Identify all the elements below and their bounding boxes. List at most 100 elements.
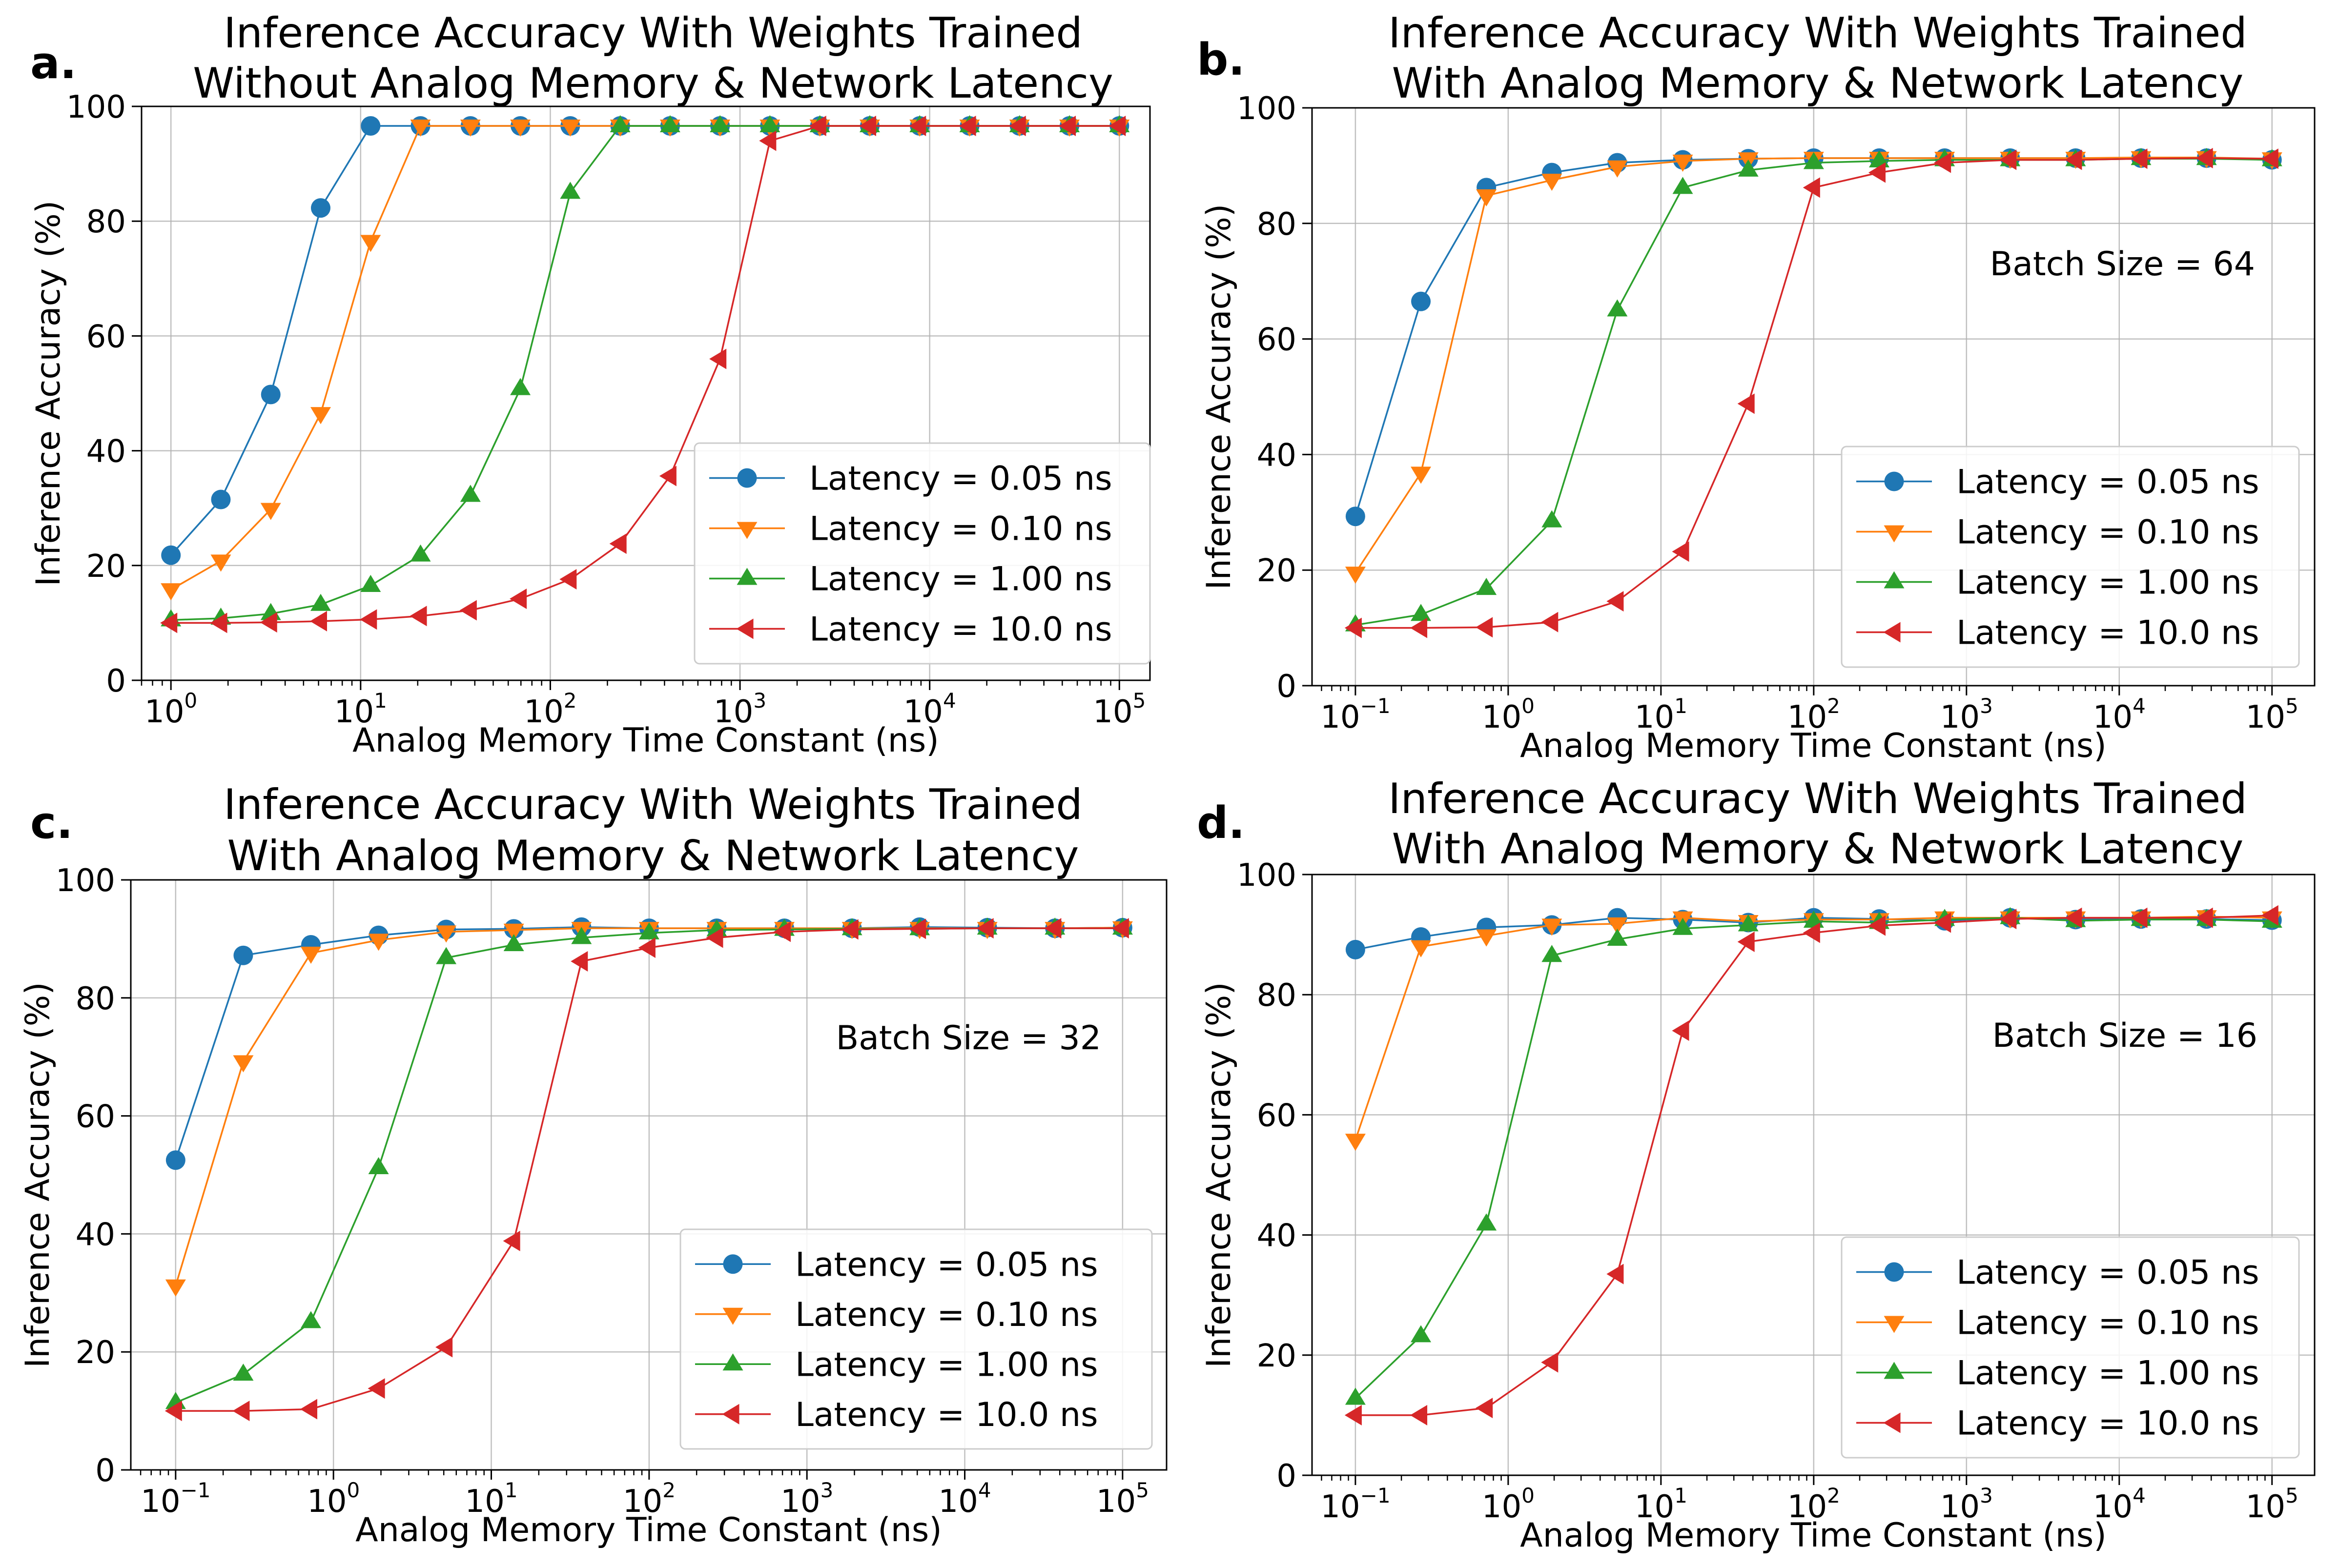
data-point — [2065, 907, 2082, 928]
data-point — [1476, 1398, 1493, 1419]
data-point — [360, 609, 377, 630]
x-tick-exponent: 0 — [1521, 694, 1535, 718]
x-tick-label: 105 — [1096, 1478, 1149, 1520]
data-point — [1672, 1020, 1689, 1041]
data-point — [1058, 115, 1076, 136]
y-tick-label: 40 — [76, 1217, 115, 1253]
x-tick-base: 10 — [2093, 1489, 2133, 1525]
data-point — [1541, 510, 1562, 528]
legend-label: Latency = 0.10 ns — [795, 1296, 1098, 1334]
legend-marker — [1884, 1262, 1904, 1282]
panel-label: b. — [1197, 34, 1245, 85]
axes-frame — [1311, 874, 2316, 1476]
x-tick-base: 10 — [1482, 699, 1521, 735]
x-tick-label: 103 — [714, 689, 766, 730]
data-point — [659, 466, 677, 487]
legend-label: Latency = 10.0 ns — [1956, 614, 2259, 652]
x-tick-exponent: 3 — [1980, 1484, 1993, 1507]
x-tick-exponent: 0 — [185, 689, 198, 713]
data-point — [841, 919, 859, 940]
data-point — [1672, 154, 1693, 172]
x-tick-base: 10 — [1320, 699, 1360, 735]
data-point — [1411, 604, 1432, 621]
x-tick-exponent: −1 — [181, 1478, 211, 1502]
data-point — [1803, 177, 1820, 198]
x-tick-base: 10 — [2093, 699, 2133, 735]
x-tick-exponent: 1 — [1674, 694, 1687, 718]
data-point — [211, 489, 231, 509]
x-tick-exponent: 1 — [1674, 1484, 1687, 1507]
y-tick-label: 40 — [86, 434, 126, 470]
y-tick-label: 0 — [106, 663, 126, 699]
x-tick-label: 105 — [1093, 689, 1146, 730]
data-point — [161, 545, 181, 565]
x-tick-exponent: 4 — [978, 1478, 991, 1502]
panel-label: c. — [30, 797, 73, 849]
data-point — [1738, 159, 1759, 177]
x-tick-exponent: 2 — [1827, 694, 1840, 718]
x-tick-base: 10 — [144, 694, 184, 730]
legend-marker — [1883, 1412, 1901, 1433]
chart-title-line-1: Inference Accuracy With Weights Trained — [1388, 774, 2247, 823]
data-point — [560, 182, 581, 199]
legend-marker — [736, 618, 754, 639]
chart-title-line-2: Without Analog Memory & Network Latency — [193, 59, 1113, 108]
chart-panel-2: b. Inference Accuracy With Weights Traine… — [1197, 9, 2316, 765]
x-tick-label: 100 — [307, 1478, 360, 1520]
y-tick-label: 20 — [1257, 553, 1296, 589]
legend-box — [1841, 446, 2300, 668]
data-point — [1541, 611, 1559, 632]
x-tick-label: 104 — [938, 1478, 991, 1520]
data-point — [2195, 148, 2213, 169]
data-point — [1541, 918, 1562, 936]
x-tick-label: 101 — [1635, 1484, 1687, 1525]
x-tick-label: 103 — [780, 1478, 833, 1520]
data-point — [310, 593, 331, 611]
x-tick-label: 102 — [1787, 1484, 1840, 1525]
y-tick-label: 0 — [1276, 669, 1296, 705]
data-point — [909, 918, 926, 939]
x-tick-exponent: 3 — [1980, 694, 1993, 718]
x-tick-label: 102 — [1787, 694, 1840, 735]
y-tick-label: 60 — [1257, 322, 1296, 358]
legend-marker — [1884, 1362, 1905, 1379]
y-axis-label: Inference Accuracy (%) — [1200, 204, 1238, 590]
data-point — [1607, 299, 1628, 317]
x-tick-label: 100 — [1482, 1484, 1535, 1525]
data-point — [1411, 467, 1432, 484]
data-point — [459, 600, 477, 621]
x-tick-exponent: 2 — [1827, 1484, 1840, 1507]
data-point — [460, 119, 481, 137]
x-tick-base: 10 — [903, 694, 943, 730]
data-point — [503, 1230, 520, 1251]
data-point — [1476, 929, 1497, 947]
data-point — [1606, 1263, 1624, 1284]
x-tick-exponent: 5 — [2285, 694, 2298, 718]
data-point — [503, 934, 524, 952]
data-point — [2195, 907, 2213, 928]
legend-label: Latency = 0.10 ns — [1956, 1304, 2259, 1343]
data-point — [1803, 922, 1820, 943]
legend-marker — [737, 522, 758, 539]
y-tick-label: 80 — [86, 204, 126, 240]
x-tick-base: 10 — [1940, 1489, 1980, 1525]
x-tick-base: 10 — [714, 694, 753, 730]
y-tick-label: 0 — [95, 1453, 115, 1489]
data-point — [1607, 160, 1628, 178]
data-point — [1345, 1387, 1366, 1405]
y-tick-label: 80 — [1257, 206, 1296, 243]
data-point — [1476, 1213, 1497, 1231]
x-tick-exponent: 4 — [943, 689, 956, 713]
legend-label: Latency = 0.10 ns — [809, 510, 1112, 549]
x-tick-base: 10 — [780, 1484, 820, 1520]
data-point — [1410, 1405, 1428, 1425]
series-4 — [160, 115, 1126, 633]
data-point — [1868, 162, 1886, 183]
x-tick-label: 102 — [524, 689, 576, 730]
data-point — [1345, 567, 1366, 584]
y-tick-label: 20 — [76, 1335, 115, 1371]
legend-marker — [722, 1307, 743, 1325]
legend-marker — [1884, 571, 1905, 589]
data-point — [435, 1337, 453, 1358]
legend-label: Latency = 0.05 ns — [795, 1245, 1098, 1284]
